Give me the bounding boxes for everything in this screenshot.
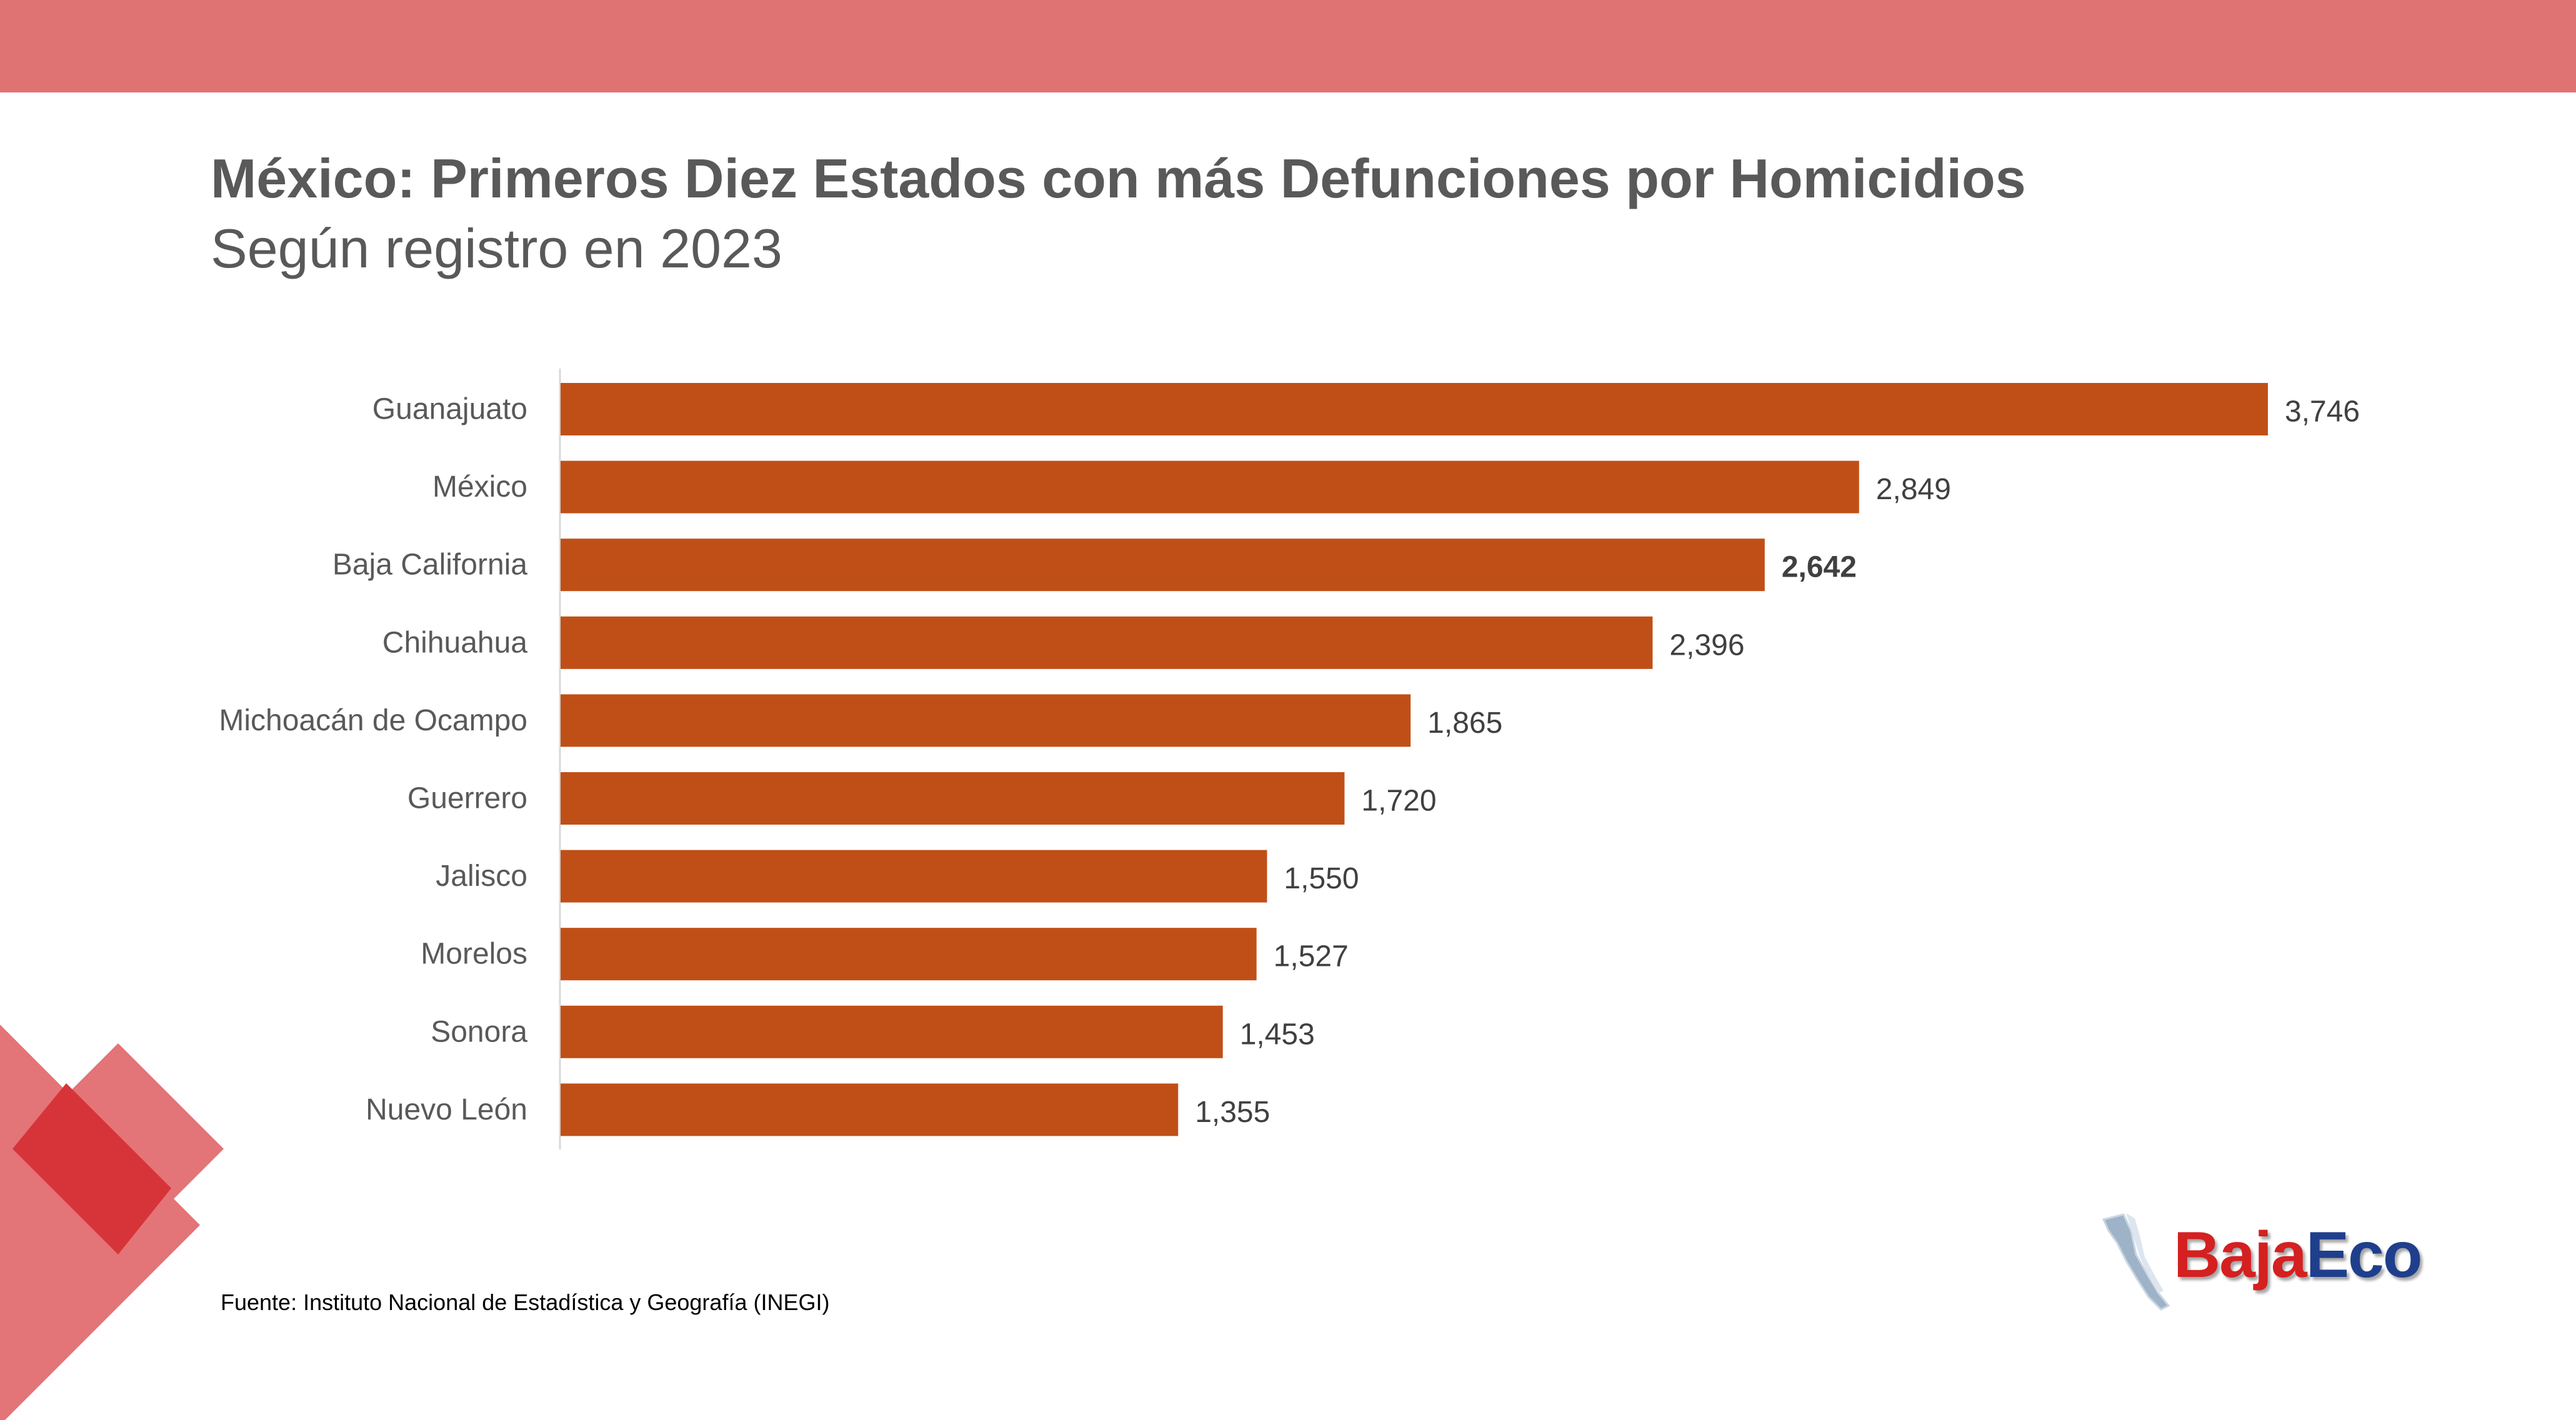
data-label: 2,642 [1782, 551, 1857, 584]
bar [561, 772, 1345, 825]
data-label: 3,746 [2285, 395, 2360, 429]
bajaeco-logo: BajaEco [2099, 1206, 2449, 1312]
bar [561, 539, 1765, 592]
category-label: Chihuahua [382, 626, 528, 659]
category-label: Nuevo León [366, 1093, 527, 1126]
category-label: Sonora [431, 1015, 527, 1048]
chart-subtitle: Según registro en 2023 [211, 217, 782, 279]
bar [561, 383, 2268, 435]
category-label: Guerrero [407, 782, 527, 815]
category-label: México [432, 470, 527, 504]
decorative-diamonds [0, 1025, 224, 1420]
category-label: Michoacán de Ocampo [219, 704, 527, 737]
logo-wordmark: BajaEco [2174, 1218, 2423, 1293]
data-label: 2,849 [1876, 473, 1951, 506]
category-label: Guanajuato [372, 393, 527, 426]
baja-california-map-icon [2102, 1213, 2170, 1311]
data-label: 1,453 [1240, 1018, 1315, 1051]
bar [561, 850, 1267, 903]
top-banner [0, 0, 2576, 92]
decor-diamond-overlap [12, 1083, 171, 1254]
data-label: 1,355 [1195, 1096, 1270, 1129]
logo-word-baja: Baja [2174, 1219, 2307, 1291]
bar [561, 928, 1257, 981]
data-label: 1,527 [1274, 940, 1349, 973]
source-note: Fuente: Instituto Nacional de Estadístic… [221, 1289, 830, 1315]
data-label: 2,396 [1669, 628, 1744, 662]
logo-word-eco: Eco [2305, 1219, 2423, 1291]
data-label: 1,865 [1427, 707, 1502, 740]
category-label: Baja California [332, 549, 527, 582]
data-label: 1,720 [1361, 785, 1436, 818]
category-label: Jalisco [436, 860, 527, 893]
bar [561, 1005, 1223, 1058]
bar [561, 460, 1859, 514]
bar [561, 1083, 1179, 1136]
chart-title: México: Primeros Diez Estados con más De… [211, 147, 2026, 209]
data-label: 1,550 [1284, 862, 1359, 895]
bar [561, 616, 1653, 669]
category-label: Morelos [421, 938, 527, 971]
bar [561, 694, 1411, 747]
